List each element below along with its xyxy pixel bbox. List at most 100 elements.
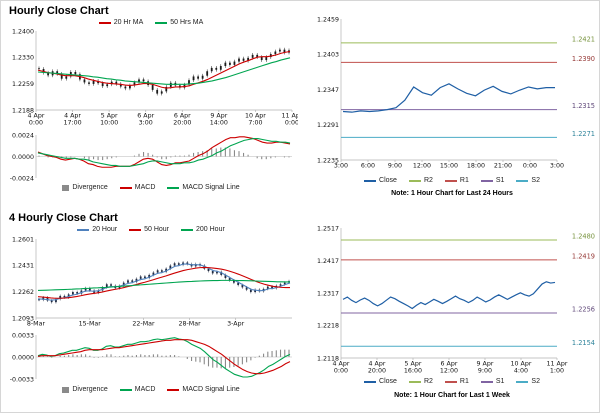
svg-text:18:00: 18:00: [467, 163, 485, 170]
r2-line-swatch: [408, 380, 421, 383]
svg-text:12:00: 12:00: [413, 163, 431, 170]
legend-label: S1: [495, 378, 505, 385]
week-chart-note: Note: 1 Hour Chart for Last 1 Week: [394, 392, 510, 399]
svg-text:20:00: 20:00: [173, 119, 191, 126]
svg-text:11 Apr: 11 Apr: [282, 113, 298, 120]
legend-label: 50 Hour: [144, 226, 169, 233]
svg-text:6:00: 6:00: [361, 163, 375, 170]
four-hourly-ma-legend: 20 Hour 50 Hour 200 Hour: [1, 226, 301, 233]
svg-text:12:00: 12:00: [440, 367, 458, 374]
legend-label: S1: [495, 177, 505, 184]
legend-label: 20 Hr MA: [113, 19, 144, 26]
hourly-macd-legend: Divergence MACD MACD Signal Line: [1, 184, 301, 191]
svg-text:4 Apr: 4 Apr: [333, 361, 350, 368]
svg-text:1.2256: 1.2256: [572, 306, 595, 314]
legend-item-r2: R2: [408, 378, 433, 385]
legend-item-50hr-ma: 50 Hrs MA: [155, 19, 203, 26]
legend-item-20hr-ma: 20 Hr MA: [98, 19, 144, 26]
legend-label: MACD: [134, 386, 156, 393]
svg-text:4 Apr: 4 Apr: [28, 113, 45, 120]
legend-item-s2: S2: [516, 177, 540, 184]
svg-text:-0.0024: -0.0024: [10, 175, 34, 182]
signal-line-swatch: [167, 388, 180, 391]
svg-text:10:00: 10:00: [100, 119, 118, 126]
legend-item-close: Close: [364, 378, 397, 385]
legend-item-divergence: Divergence: [62, 386, 108, 393]
svg-text:1.2317: 1.2317: [317, 290, 339, 297]
legend-label: R2: [423, 378, 433, 385]
legend-item-20hour: 20 Hour: [77, 226, 117, 233]
svg-text:9:00: 9:00: [478, 367, 492, 374]
svg-text:1.2601: 1.2601: [12, 236, 34, 243]
r1-line-swatch: [444, 179, 457, 182]
svg-text:1.2154: 1.2154: [572, 339, 595, 347]
macd-line-swatch: [119, 388, 132, 391]
ma-line-swatch: [155, 21, 168, 24]
svg-text:1.2431: 1.2431: [12, 263, 34, 270]
svg-text:1.2390: 1.2390: [572, 55, 595, 63]
svg-text:15-Mar: 15-Mar: [79, 321, 102, 328]
macd-line-swatch: [119, 186, 132, 189]
ma-line-swatch: [129, 228, 142, 231]
four-hourly-macd-legend: Divergence MACD MACD Signal Line: [1, 386, 301, 393]
svg-text:0.0000: 0.0000: [12, 354, 34, 361]
svg-text:1.2400: 1.2400: [12, 28, 34, 35]
svg-text:15:00: 15:00: [440, 163, 458, 170]
svg-text:1.2262: 1.2262: [12, 289, 34, 296]
svg-text:10 Apr: 10 Apr: [245, 113, 266, 120]
legend-label: Close: [379, 378, 397, 385]
svg-text:-0.0033: -0.0033: [10, 376, 34, 383]
divergence-bar-swatch: [62, 184, 70, 191]
four-hourly-chart-title: 4 Hourly Close Chart: [9, 212, 118, 224]
svg-text:1.2517: 1.2517: [317, 225, 339, 232]
svg-text:0:00: 0:00: [334, 367, 348, 374]
svg-text:1.2291: 1.2291: [317, 122, 339, 129]
svg-text:0.0033: 0.0033: [12, 332, 34, 339]
svg-text:1.2480: 1.2480: [572, 233, 595, 241]
legend-label: MACD Signal Line: [182, 184, 240, 191]
s2-line-swatch: [516, 380, 529, 383]
s1-line-swatch: [480, 179, 493, 182]
legend-label: 200 Hour: [196, 226, 225, 233]
svg-text:1:00: 1:00: [550, 367, 564, 374]
svg-text:5 Apr: 5 Apr: [101, 113, 118, 120]
day-chart-note: Note: 1 Hour Chart for Last 24 Hours: [391, 190, 513, 197]
legend-label: Close: [379, 177, 397, 184]
ma-line-swatch: [98, 21, 111, 24]
svg-text:0:00: 0:00: [29, 119, 43, 126]
svg-text:20:00: 20:00: [368, 367, 386, 374]
legend-item-close: Close: [364, 177, 397, 184]
svg-text:4 Apr: 4 Apr: [369, 361, 386, 368]
svg-text:3-Apr: 3-Apr: [227, 321, 244, 328]
legend-item-r1: R1: [444, 378, 469, 385]
svg-text:0.0000: 0.0000: [12, 154, 34, 161]
svg-text:4 Apr: 4 Apr: [64, 113, 81, 120]
svg-text:1.2315: 1.2315: [572, 102, 595, 110]
legend-item-macd: MACD: [119, 386, 156, 393]
svg-text:0:00: 0:00: [523, 163, 537, 170]
legend-item-divergence: Divergence: [62, 184, 108, 191]
svg-text:0:00: 0:00: [285, 119, 298, 126]
svg-text:0.0024: 0.0024: [12, 132, 34, 139]
legend-item-s1: S1: [480, 177, 505, 184]
legend-label: 50 Hrs MA: [170, 19, 204, 26]
legend-label: R1: [459, 378, 469, 385]
svg-text:1.2347: 1.2347: [317, 87, 339, 94]
close-line-swatch: [364, 179, 377, 182]
svg-text:5 Apr: 5 Apr: [405, 361, 422, 368]
svg-text:7:00: 7:00: [248, 119, 262, 126]
svg-text:28-Mar: 28-Mar: [179, 321, 202, 328]
s2-line-swatch: [516, 179, 529, 182]
svg-text:9 Apr: 9 Apr: [210, 113, 227, 120]
svg-text:1.2271: 1.2271: [572, 130, 595, 138]
svg-text:22-Mar: 22-Mar: [132, 321, 155, 328]
svg-text:1.2403: 1.2403: [317, 52, 339, 59]
svg-text:3:00: 3:00: [139, 119, 153, 126]
legend-item-s2: S2: [516, 378, 540, 385]
legend-label: 20 Hour: [92, 226, 118, 233]
svg-text:1.2417: 1.2417: [317, 258, 339, 265]
